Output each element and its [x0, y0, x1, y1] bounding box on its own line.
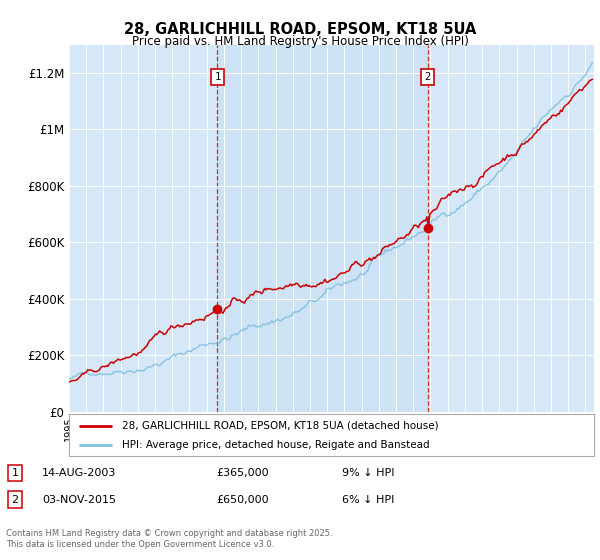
Text: 9% ↓ HPI: 9% ↓ HPI: [342, 468, 395, 478]
Text: Price paid vs. HM Land Registry's House Price Index (HPI): Price paid vs. HM Land Registry's House …: [131, 35, 469, 48]
Text: Contains HM Land Registry data © Crown copyright and database right 2025.
This d: Contains HM Land Registry data © Crown c…: [6, 529, 332, 549]
Text: 28, GARLICHHILL ROAD, EPSOM, KT18 5UA (detached house): 28, GARLICHHILL ROAD, EPSOM, KT18 5UA (d…: [121, 421, 438, 431]
Text: £365,000: £365,000: [216, 468, 269, 478]
Text: £650,000: £650,000: [216, 494, 269, 505]
Text: 2: 2: [425, 72, 431, 82]
Text: 14-AUG-2003: 14-AUG-2003: [42, 468, 116, 478]
Text: 1: 1: [11, 468, 19, 478]
Text: 6% ↓ HPI: 6% ↓ HPI: [342, 494, 394, 505]
Text: 28, GARLICHHILL ROAD, EPSOM, KT18 5UA: 28, GARLICHHILL ROAD, EPSOM, KT18 5UA: [124, 22, 476, 38]
Text: 2: 2: [11, 494, 19, 505]
Text: HPI: Average price, detached house, Reigate and Banstead: HPI: Average price, detached house, Reig…: [121, 440, 429, 450]
Text: 03-NOV-2015: 03-NOV-2015: [42, 494, 116, 505]
Text: 1: 1: [214, 72, 221, 82]
Bar: [217, 45, 428, 412]
